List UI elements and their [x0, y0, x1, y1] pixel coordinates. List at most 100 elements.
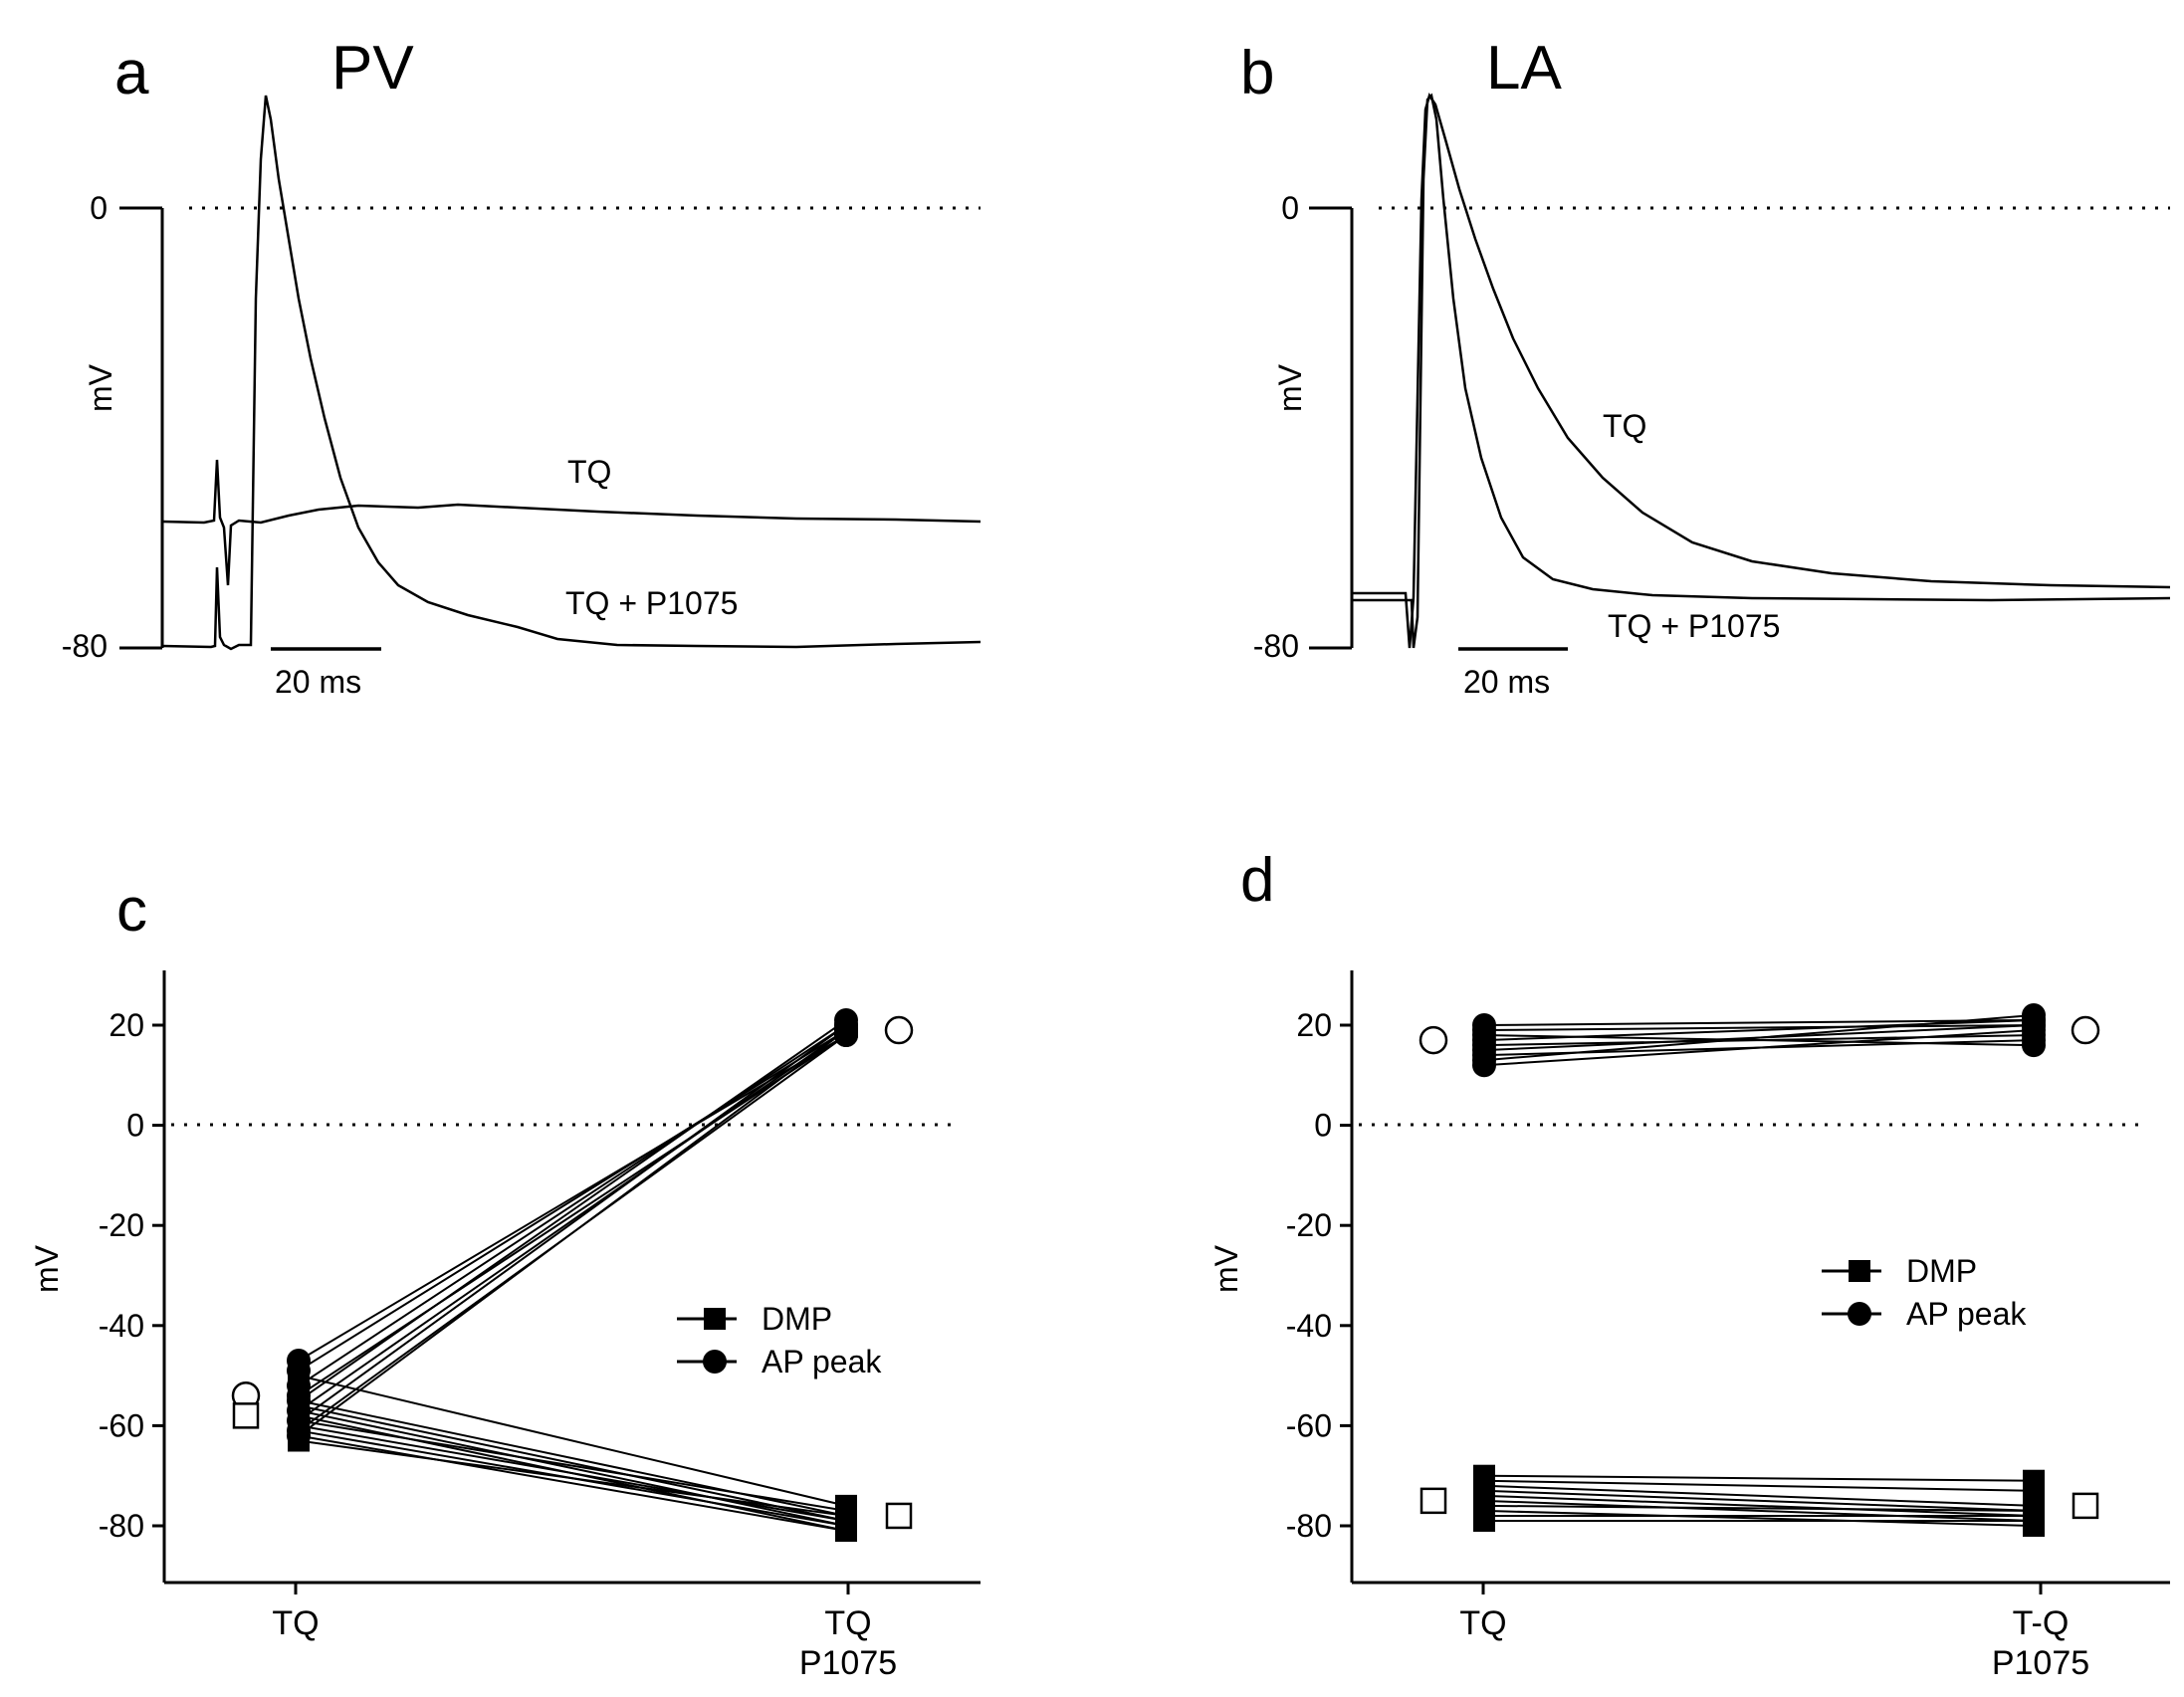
panel-d-yticks: 20 0 -20 -40 -60 -80: [1286, 1007, 1352, 1544]
panel-d-pair-line: [1483, 1499, 2035, 1522]
panel-d-pair-line: [1483, 1034, 2035, 1047]
panel-c-pair-line: [298, 1404, 847, 1522]
panel-c-ytick-label: 0: [126, 1108, 144, 1144]
panel-b-ytick-0: 0: [1281, 190, 1299, 226]
panel-c-xcat-label: TQ: [824, 1604, 871, 1642]
panel-d-ytick-label: -20: [1286, 1207, 1332, 1243]
panel-d-means: [1419, 1015, 2100, 1520]
panel-d-legend-marker-circle: [1848, 1302, 1871, 1326]
panel-letter-c: c: [116, 876, 147, 945]
panel-c-pair-line: [298, 1034, 847, 1362]
panel-d-pair-line: [1483, 1024, 2035, 1032]
panel-b-trace-tq: [1352, 93, 2171, 649]
panel-d-pairs: [1483, 1013, 2035, 1527]
panel-d-pair-line: [1483, 1474, 2035, 1482]
panel-d-ytick-label: -60: [1286, 1407, 1332, 1443]
panel-d-xcat-label: TQ: [1459, 1604, 1506, 1642]
panel-a-ytick-0: 0: [90, 190, 108, 226]
panel-c-pair-line: [298, 1434, 847, 1533]
panel-a-ylabel: mV: [83, 363, 118, 412]
panel-c-xcat-label: P1075: [799, 1644, 897, 1682]
panel-a-label-tq-p1075: TQ + P1075: [565, 585, 738, 621]
panel-d-ap-peak-point: [2022, 1002, 2046, 1027]
panel-c-means: [231, 1015, 914, 1530]
panel-c-dmp-point: [288, 1365, 310, 1387]
panel-b: b LA 0 -80 mV TQ TQ + P1075 20 ms: [1240, 34, 2171, 700]
panel-d-pair-line: [1483, 1013, 2035, 1062]
panel-c-pair-line: [298, 1375, 847, 1507]
panel-d-mean-ap-peak: [2071, 1015, 2100, 1045]
panel-d-pair-line: [1483, 1489, 2035, 1512]
panel-c-pair-line: [298, 1029, 847, 1412]
panel-c-ytick-label: -40: [99, 1308, 144, 1344]
panel-d-ap-peak-point: [1472, 1048, 1496, 1073]
panel-c-pair-line: [298, 1024, 847, 1422]
panel-letter-a: a: [114, 39, 149, 107]
panel-b-label-tq: TQ: [1603, 408, 1646, 444]
panel-d-ylabel: mV: [1208, 1244, 1244, 1293]
panel-c-pair-line: [298, 1439, 847, 1517]
panel-d-pair-line: [1483, 1494, 2035, 1517]
panel-d-mean-dmp: [2072, 1492, 2099, 1520]
panel-c-dmp-point: [835, 1504, 857, 1527]
panel-d-ytick-label: 0: [1314, 1108, 1332, 1144]
panel-d-pair-line: [1483, 1018, 2035, 1026]
panel-c-pair-line: [298, 1029, 847, 1372]
panel-b-title: LA: [1486, 34, 1562, 103]
panel-d-ytick-label: -40: [1286, 1308, 1332, 1344]
panel-d-mean-dmp: [1420, 1487, 1447, 1515]
panel-d-legend-label: AP peak: [1906, 1296, 2027, 1332]
panel-c-legend: DMP AP peak: [677, 1301, 882, 1379]
panel-c-ytick-label: 20: [109, 1007, 144, 1043]
panel-c-legend-marker-square: [704, 1308, 726, 1330]
panel-c-legend-marker-circle: [703, 1350, 727, 1374]
panel-a: a PV 0 -80 mV TQ TQ + P1075 20 ms: [62, 34, 982, 700]
panel-a-scalebar-label: 20 ms: [275, 664, 361, 700]
panel-d-dmp-point: [2023, 1494, 2045, 1517]
panel-c-ytick-label: -80: [99, 1508, 144, 1544]
panel-c-ytick-label: -20: [99, 1207, 144, 1243]
panel-d-xcat-label: P1075: [1992, 1644, 2089, 1682]
panel-c-ylabel: mV: [29, 1244, 65, 1293]
panel-a-title: PV: [331, 34, 414, 103]
panel-d-legend-marker-square: [1849, 1260, 1870, 1282]
panel-c-pair-line: [298, 1419, 847, 1512]
panel-d-ytick-label: 20: [1296, 1007, 1332, 1043]
panel-c-legend-label: DMP: [762, 1301, 832, 1337]
panel-c-dmp-point: [288, 1429, 310, 1452]
panel-d-mean-ap-peak: [1419, 1025, 1448, 1055]
panel-d-legend: DMP AP peak: [1822, 1253, 2027, 1332]
panel-d-ap-peak-point: [2022, 1033, 2046, 1058]
panel-d-dmp-point: [1473, 1509, 1495, 1532]
panel-c-pair-line: [298, 1029, 847, 1437]
panel-a-ytick-minus80: -80: [62, 628, 108, 664]
panel-c-pair-line: [298, 1034, 847, 1397]
panel-b-trace-tq-p1075: [1352, 93, 2171, 649]
panel-c-pair-line: [298, 1399, 847, 1517]
panel-letter-b: b: [1240, 39, 1274, 107]
panel-c-pair-line: [298, 1424, 847, 1522]
panel-d-pair-line: [1483, 1509, 2035, 1527]
panel-c-xcat-label: TQ: [272, 1604, 319, 1642]
panel-a-label-tq: TQ: [567, 454, 611, 490]
panel-d-pair-line: [1483, 1484, 2035, 1507]
panel-c-mean-ap-peak: [884, 1015, 914, 1045]
panel-c-markers: [287, 1007, 858, 1543]
panel-a-trace-tq-p1075: [161, 95, 982, 651]
panel-c-pair-line: [298, 1409, 847, 1527]
panel-c-yticks: 20 0 -20 -40 -60 -80: [99, 1007, 164, 1544]
panel-d-legend-label: DMP: [1906, 1253, 1977, 1289]
panel-c-legend-label: AP peak: [762, 1344, 882, 1379]
panel-letter-d: d: [1240, 846, 1274, 915]
panel-c-pair-line: [298, 1019, 847, 1402]
panel-c-ap-peak-point: [834, 1018, 858, 1043]
panel-c-pair-line: [298, 1024, 847, 1386]
panel-d-pair-line: [1483, 1029, 2035, 1067]
panel-b-ylabel: mV: [1272, 363, 1308, 412]
panel-c-mean-dmp: [232, 1402, 260, 1429]
panel-d-xcat-label: T-Q: [2013, 1604, 2070, 1642]
